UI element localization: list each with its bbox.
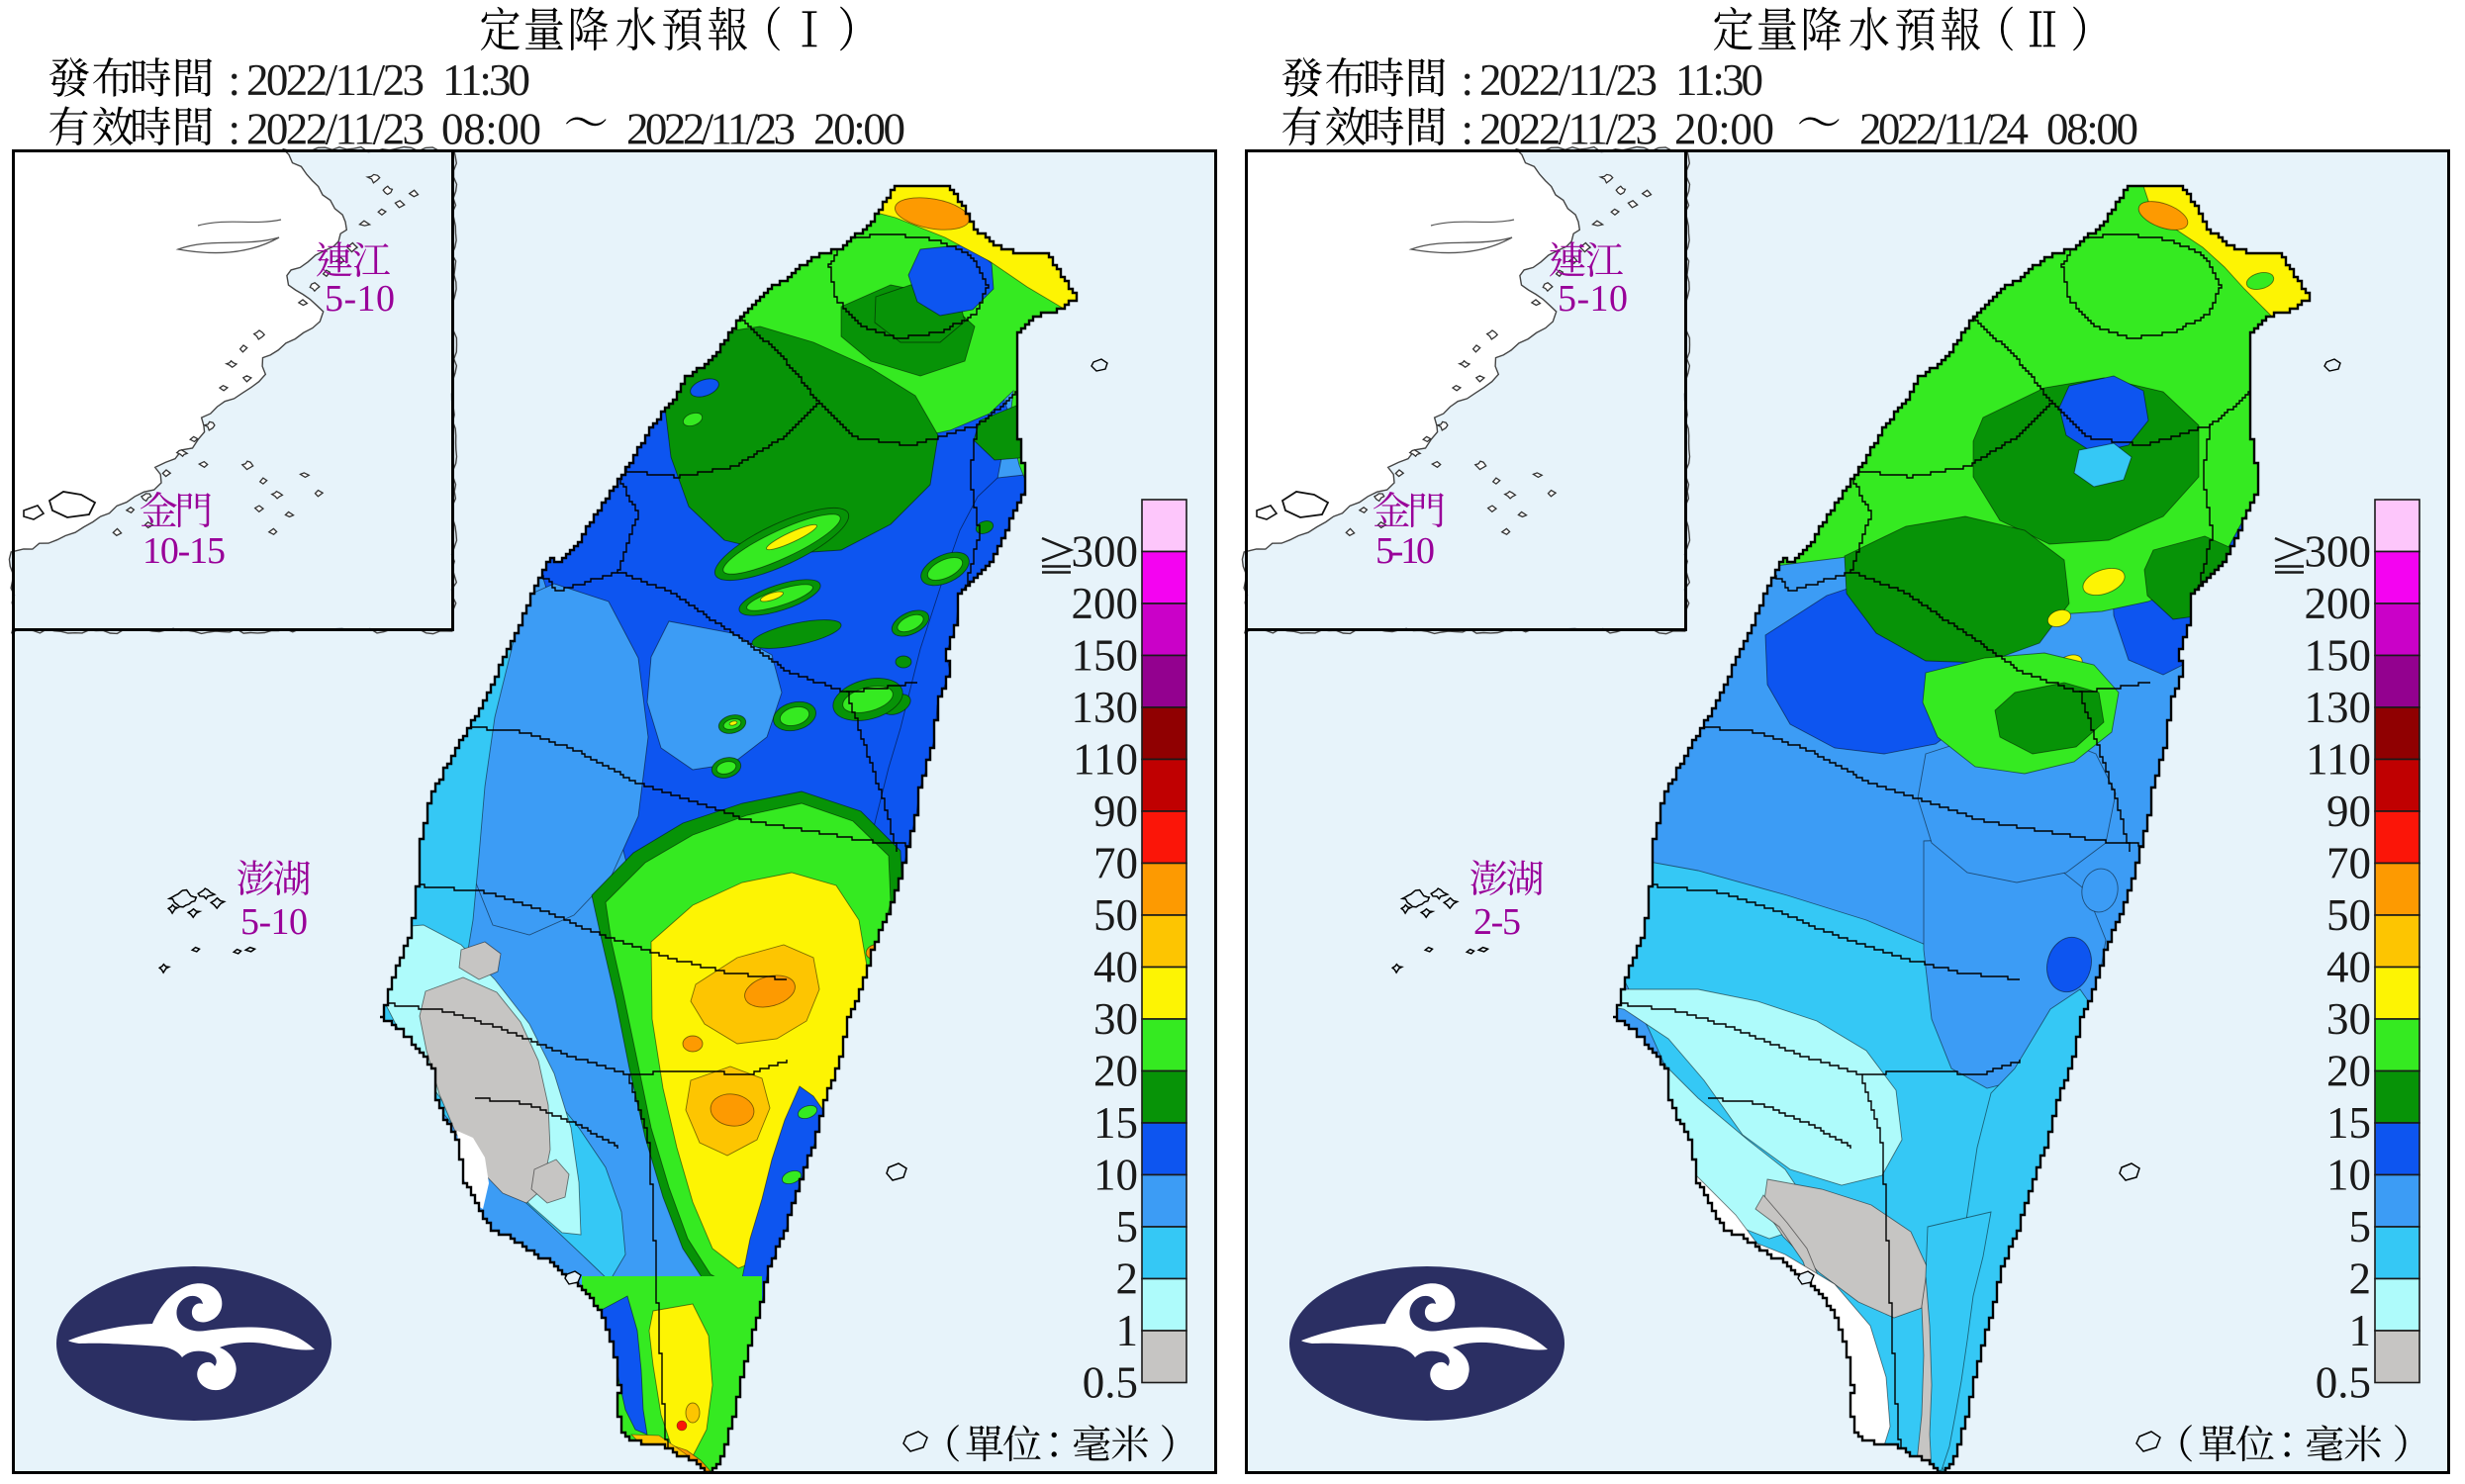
svg-text::: : (1462, 55, 1474, 105)
svg-text:2022/11/23: 2022/11/23 (626, 105, 796, 154)
svg-text:2022/11/23: 2022/11/23 (246, 105, 425, 154)
svg-text:08:00: 08:00 (441, 105, 541, 154)
svg-text:2022/11/24: 2022/11/24 (1859, 105, 2029, 154)
svg-text:08:00: 08:00 (2046, 105, 2138, 154)
svg-text::: : (229, 55, 241, 105)
svg-text:20:00: 20:00 (813, 105, 905, 154)
svg-text:5-10: 5-10 (1375, 530, 1435, 572)
svg-text::: : (229, 105, 241, 154)
svg-text:2022/11/23: 2022/11/23 (1479, 105, 1658, 154)
svg-text:5-10: 5-10 (1558, 278, 1628, 320)
svg-text:2-5: 2-5 (1473, 901, 1521, 943)
svg-text:11:30: 11:30 (442, 55, 530, 105)
svg-text:20:00: 20:00 (1674, 105, 1774, 154)
svg-text:5-10: 5-10 (325, 278, 395, 320)
svg-text:10-15: 10-15 (142, 530, 226, 572)
svg-text:2022/11/23: 2022/11/23 (246, 55, 425, 105)
svg-text:11:30: 11:30 (1675, 55, 1763, 105)
svg-text::: : (1462, 105, 1474, 154)
svg-text:5-10: 5-10 (240, 901, 308, 943)
svg-text:2022/11/23: 2022/11/23 (1479, 55, 1658, 105)
